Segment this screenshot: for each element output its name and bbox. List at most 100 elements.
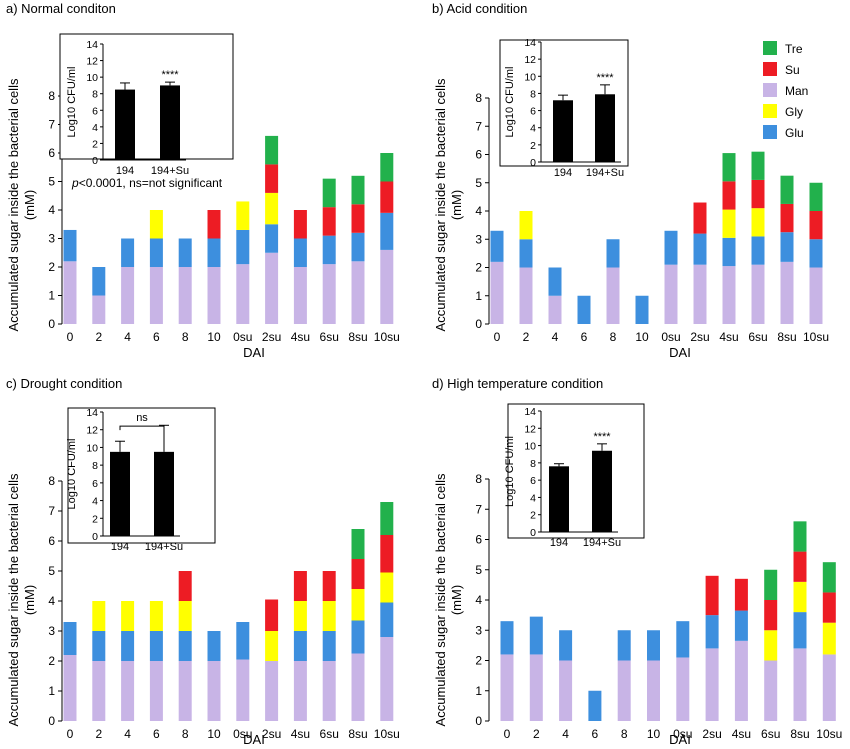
x-tick-label: 0su: [233, 330, 252, 344]
x-tick-label: 2su: [262, 727, 281, 741]
legend-label: Glu: [785, 126, 804, 140]
inset-bar: [160, 85, 180, 160]
bar-segment-gly: [149, 210, 163, 239]
bar-segment-man: [63, 261, 77, 324]
bar-segment-su: [764, 600, 778, 631]
bar-segment-man: [548, 295, 562, 324]
bar-segment-glu: [380, 212, 394, 250]
y-tick-label: 4: [475, 593, 482, 607]
inset-y-tick-label: 10: [524, 441, 536, 453]
y-axis-label-line: Accumulated sugar inside the bacterial c…: [6, 473, 21, 726]
y-tick-label: 0: [475, 317, 482, 331]
bar-segment-su: [265, 599, 279, 631]
inset-x-tick-label: 194+Su: [583, 537, 621, 549]
inset-y-tick-label: 14: [86, 39, 98, 51]
bar-segment-gly: [178, 601, 192, 631]
inset-significance: ****: [593, 431, 611, 443]
bar-segment-tre: [351, 175, 365, 205]
bar-segment-glu: [606, 239, 620, 268]
x-axis-label: DAI: [669, 345, 691, 360]
y-tick-label: 6: [48, 534, 55, 548]
inset-x-tick-label: 194: [554, 167, 572, 179]
bar-segment-tre: [265, 135, 279, 165]
bar-segment-glu: [178, 238, 192, 267]
bar-segment-glu: [548, 267, 562, 296]
significance-note-p: p: [71, 176, 79, 190]
y-tick-label: 8: [48, 89, 55, 103]
x-tick-label: 6: [153, 330, 160, 344]
bar-segment-glu: [178, 631, 192, 661]
inset-y-tick-label: 2: [92, 513, 98, 525]
x-tick-label: 6su: [320, 330, 339, 344]
bar-segment-glu: [207, 238, 221, 267]
inset-x-tick-label: 194: [116, 165, 134, 177]
panel-title: b) Acid condition: [432, 1, 527, 16]
inset-significance: ns: [136, 412, 148, 424]
legend-swatch-su: [763, 62, 777, 76]
x-tick-label: 2su: [262, 330, 281, 344]
panel-c: c) Drought condition012345678Accumulated…: [6, 376, 400, 747]
legend-label: Tre: [785, 42, 803, 56]
x-axis-label: DAI: [243, 345, 265, 360]
bar-segment-glu: [577, 295, 591, 324]
x-tick-label: 2su: [690, 330, 709, 344]
bar-segment-man: [322, 264, 336, 324]
y-tick-label: 3: [475, 232, 482, 246]
x-tick-label: 2su: [702, 727, 721, 741]
significance-note: p<0.0001, ns=not significant: [71, 176, 223, 190]
y-tick-label: 5: [475, 563, 482, 577]
y-tick-label: 0: [48, 317, 55, 331]
bar-segment-glu: [751, 236, 765, 265]
x-tick-label: 10su: [816, 727, 842, 741]
x-tick-label: 10: [635, 330, 649, 344]
inset-significance: ****: [596, 72, 614, 84]
x-tick-label: 10su: [374, 330, 400, 344]
y-tick-label: 4: [475, 204, 482, 218]
x-tick-label: 4su: [291, 727, 310, 741]
inset-y-tick-label: 6: [530, 475, 536, 487]
bar-segment-tre: [380, 502, 394, 535]
bar-segment-gly: [351, 589, 365, 621]
y-tick-label: 0: [475, 714, 482, 728]
bar-segment-glu: [519, 239, 533, 268]
inset-bar: [553, 100, 573, 162]
bar-segment-su: [751, 179, 765, 209]
inset-c: 0 2 4 6 8 10 12 14 Log10 CFU/ml 194 194+Su ns: [66, 407, 216, 553]
bar-segment-man: [617, 660, 631, 721]
bar-segment-gly: [293, 601, 307, 631]
bar-segment-man: [490, 261, 504, 324]
y-tick-label: 7: [475, 119, 482, 133]
bar-segment-man: [529, 654, 543, 721]
inset-y-axis-label: Log10 CFU/ml: [504, 67, 516, 138]
panel-title: c) Drought condition: [6, 376, 122, 391]
x-tick-label: 8: [610, 330, 617, 344]
inset-significance: ****: [161, 69, 179, 81]
x-tick-label: 0su: [661, 330, 680, 344]
bar-segment-man: [664, 264, 678, 324]
inset-a: 0 2 4 6 8 10 12 14 Log10 CFU/ml 194 194+Su ****: [59, 33, 234, 177]
inset-y-tick-label: 8: [530, 458, 536, 470]
bar-segment-man: [265, 252, 279, 324]
y-axis-label-line: Accumulated sugar inside the bacterial c…: [433, 78, 448, 331]
bar-segment-man: [780, 261, 794, 324]
bar-segment-gly: [92, 601, 106, 631]
bar-segment-su: [793, 551, 807, 582]
bar-segment-man: [63, 655, 77, 721]
x-tick-label: 4su: [719, 330, 738, 344]
x-axis-label: DAI: [243, 732, 265, 747]
x-tick-label: 6su: [320, 727, 339, 741]
bar-segment-su: [809, 211, 823, 240]
bar-segment-man: [647, 660, 660, 721]
inset-y-tick-label: 8: [92, 460, 98, 472]
bar-segment-su: [722, 181, 736, 210]
bar-segment-man: [322, 661, 336, 721]
y-tick-label: 8: [48, 474, 55, 488]
x-tick-label: 10: [647, 727, 661, 741]
bar-segment-gly: [722, 209, 736, 238]
y-tick-label: 0: [48, 714, 55, 728]
inset-y-tick-label: 4: [92, 122, 98, 134]
legend-label: Gly: [785, 105, 803, 119]
bar-segment-gly: [265, 192, 279, 225]
